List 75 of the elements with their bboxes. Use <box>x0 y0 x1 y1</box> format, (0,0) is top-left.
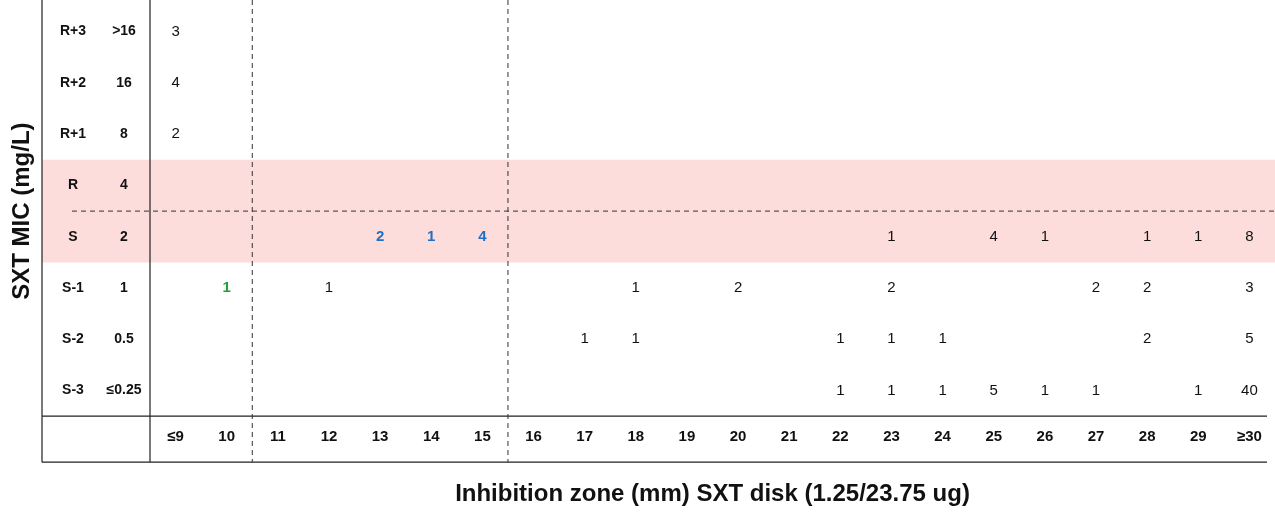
x-tick-label: 21 <box>780 427 798 445</box>
x-tick-label: 15 <box>474 427 491 445</box>
x-tick-label: 16 <box>525 427 542 445</box>
data-label: 1 <box>1194 226 1203 244</box>
data-label: 1 <box>222 278 231 296</box>
x-tick-label: 29 <box>1189 427 1207 445</box>
data-label: 1 <box>631 278 640 296</box>
data-label: 8 <box>1245 226 1254 244</box>
x-tick-label: 26 <box>1036 427 1054 445</box>
data-label: 1 <box>1142 226 1152 244</box>
y2-tick-label: 1 <box>120 278 129 295</box>
y-tick-label: R+1 <box>59 125 87 142</box>
x-tick-label: ≤9 <box>167 427 184 445</box>
x-tick-label: 19 <box>678 427 696 445</box>
x-tick-label: 10 <box>218 427 236 445</box>
y2-tick-label: ≤0.25 <box>106 381 142 398</box>
x-tick-label: 28 <box>1138 427 1156 445</box>
data-label: 1 <box>580 329 589 347</box>
x-tick-label: 25 <box>985 427 1003 445</box>
y-tick-label: S-2 <box>62 330 85 347</box>
y2-tick-label: 16 <box>116 73 132 90</box>
y-axis-title: SXT MIC (mg/L) <box>6 122 34 300</box>
data-label: 2 <box>375 226 385 244</box>
data-label: 1 <box>887 329 896 347</box>
y-tick-label: S-3 <box>62 381 85 398</box>
data-label: 2 <box>733 278 743 296</box>
data-label: 1 <box>631 329 640 347</box>
x-tick-label: 18 <box>627 427 645 445</box>
y-tick-label: S-1 <box>62 278 85 295</box>
data-label: 4 <box>478 226 488 244</box>
x-tick-label: 27 <box>1087 427 1105 445</box>
x-tick-label: 22 <box>832 427 849 445</box>
data-label: 1 <box>324 278 334 296</box>
x-tick-label: 23 <box>883 427 900 445</box>
y2-tick-label: 8 <box>120 125 129 142</box>
data-label: 4 <box>989 226 998 244</box>
data-label: 1 <box>427 226 436 244</box>
y2-tick-label: 2 <box>120 227 129 244</box>
y-tick-label: S <box>68 227 78 244</box>
data-label: 5 <box>989 380 998 398</box>
data-label: 4 <box>171 73 180 91</box>
x-axis-title: Inhibition zone (mm) SXT disk (1.25/23.75 ug) <box>455 479 970 507</box>
y2-tick-label: >16 <box>112 22 137 39</box>
x-tick-label: ≥30 <box>1236 427 1262 445</box>
data-label: 1 <box>1194 380 1203 398</box>
y2-tick-label: 0.5 <box>114 330 134 347</box>
data-label: 3 <box>171 21 180 39</box>
data-label: 3 <box>1245 278 1254 296</box>
data-label: 2 <box>171 124 180 142</box>
data-label: 2 <box>1142 329 1152 347</box>
x-tick-label: 17 <box>576 427 593 445</box>
data-label: 1 <box>887 226 896 244</box>
data-label: 1 <box>1040 226 1050 244</box>
x-tick-label: 24 <box>934 427 952 445</box>
x-tick-label: 12 <box>320 427 338 445</box>
data-label: 1 <box>836 380 845 398</box>
data-label: 1 <box>1040 380 1050 398</box>
data-label: 1 <box>938 380 947 398</box>
y-tick-label: R+2 <box>59 73 87 90</box>
y-tick-label: R+3 <box>59 22 87 39</box>
data-label: 2 <box>1142 278 1152 296</box>
y-tick-label: R <box>67 176 79 193</box>
x-tick-label: 11 <box>269 427 286 445</box>
data-label: 1 <box>887 380 896 398</box>
data-label: 1 <box>1091 380 1101 398</box>
data-label: 2 <box>1091 278 1101 296</box>
data-label: 40 <box>1241 380 1258 398</box>
x-tick-label: 13 <box>371 427 389 445</box>
y2-tick-label: 4 <box>120 176 129 193</box>
data-label: 1 <box>836 329 845 347</box>
data-label: 5 <box>1245 329 1254 347</box>
data-label: 1 <box>938 329 947 347</box>
x-tick-label: 20 <box>729 427 747 445</box>
x-tick-label: 14 <box>422 427 441 445</box>
data-label: 2 <box>887 278 896 296</box>
